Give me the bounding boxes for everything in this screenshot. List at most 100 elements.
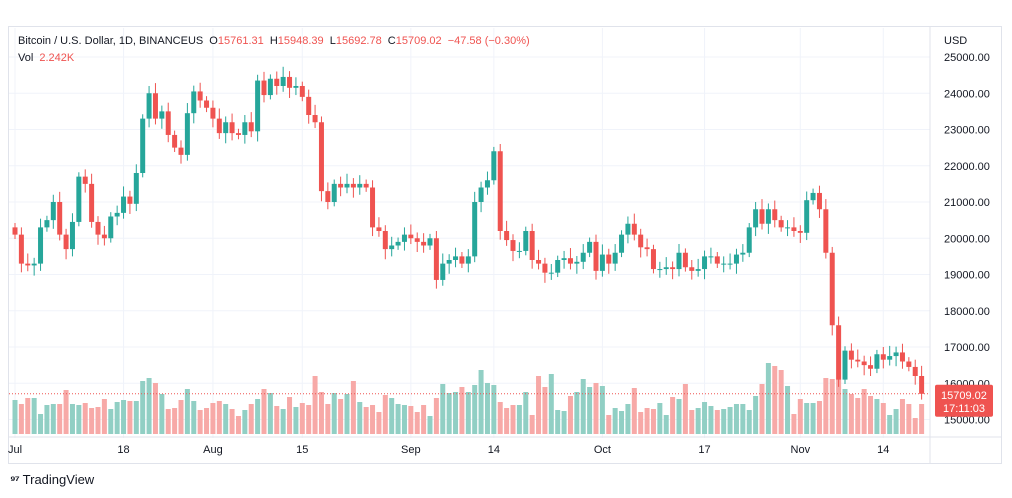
candle-body — [440, 263, 446, 280]
volume-bar — [38, 414, 44, 434]
volume-bar — [523, 392, 529, 434]
candle-body — [657, 269, 663, 271]
x-tick-label: Oct — [594, 444, 611, 456]
candle-body — [670, 267, 676, 270]
tradingview-logo-icon[interactable]: ⁹⁷ — [10, 472, 20, 487]
candle-body — [708, 256, 714, 258]
candle-body — [619, 234, 625, 253]
volume-bar — [63, 390, 69, 434]
volume-bar — [912, 418, 918, 434]
volume-bar — [204, 408, 210, 434]
y-tick-label: 15000.00 — [944, 415, 990, 427]
volume-bar — [433, 398, 439, 434]
candle-body — [516, 250, 522, 252]
candle-body — [919, 376, 925, 394]
volume-bar — [606, 415, 612, 434]
volume-bar — [146, 378, 152, 434]
candle-body — [906, 361, 912, 367]
candle-body — [778, 220, 784, 228]
volume-bar — [57, 404, 63, 434]
volume-bar — [318, 392, 324, 434]
candle-body — [108, 216, 114, 239]
volume-bar — [619, 411, 625, 434]
candle-body — [676, 252, 682, 270]
candle-body — [459, 256, 465, 264]
candle-body — [152, 93, 158, 119]
candle-body — [555, 260, 561, 273]
currency-label: USD — [944, 35, 967, 47]
volume-bar — [197, 410, 203, 434]
volume-bar — [261, 389, 267, 434]
x-tick-label: 14 — [877, 444, 889, 456]
candle-body — [797, 231, 803, 233]
volume-bar — [363, 407, 369, 434]
candle-body — [101, 234, 107, 239]
candle-body — [31, 263, 37, 266]
candle-body — [267, 78, 273, 96]
candle-body — [306, 96, 312, 115]
candle-body — [567, 258, 573, 264]
candle-body — [44, 220, 50, 228]
volume-bar — [650, 409, 656, 434]
volume-bar — [395, 404, 401, 434]
volume-bar — [338, 399, 344, 434]
volume-bar — [408, 406, 414, 434]
candle-body — [536, 260, 542, 264]
volume-bar — [95, 407, 101, 434]
candle-body — [593, 241, 599, 271]
y-tick-label: 23000.00 — [944, 125, 990, 137]
volume-bar — [759, 384, 765, 434]
candle-body — [414, 238, 420, 242]
candle-body — [216, 118, 222, 134]
volume-label: Vol — [18, 52, 34, 64]
candle-body — [733, 254, 739, 264]
volume-bar — [69, 404, 75, 434]
volume-bar — [382, 395, 388, 434]
high-value: 15948.39 — [277, 35, 324, 47]
brand-name[interactable]: TradingView — [22, 472, 95, 487]
close-label: C — [387, 35, 396, 47]
volume-bar — [676, 399, 682, 434]
candle-body — [408, 234, 414, 239]
y-tick-label: 18000.00 — [944, 306, 990, 318]
volume-bar — [140, 381, 146, 434]
candle-body — [638, 234, 644, 248]
candle-body — [612, 252, 618, 264]
candle-body — [204, 100, 210, 108]
candle-body — [829, 252, 835, 326]
volume-bar — [184, 389, 190, 434]
candle-countdown: 17:11:03 — [943, 403, 985, 415]
candle-body — [159, 111, 165, 119]
candle-body — [82, 176, 88, 184]
candle-body — [433, 238, 439, 280]
candle-body — [401, 234, 407, 242]
candle-body — [702, 256, 708, 270]
volume-bar — [216, 401, 222, 434]
volume-bar — [421, 405, 427, 434]
volume-bar — [312, 376, 318, 434]
volume-bar — [593, 383, 599, 434]
volume-bar — [306, 405, 312, 434]
high-label: H — [269, 35, 278, 47]
candle-body — [599, 254, 605, 271]
x-tick-label: Aug — [203, 444, 223, 456]
chart-frame[interactable] — [8, 26, 1002, 464]
volume-bar — [510, 405, 516, 434]
candle-body — [146, 93, 152, 119]
candle-body — [759, 209, 765, 224]
volume-bar — [721, 409, 727, 434]
candle-body — [727, 263, 733, 265]
candle-body — [242, 122, 248, 135]
volume-bar — [465, 392, 471, 434]
candle-body — [887, 356, 893, 360]
volume-bar — [727, 407, 733, 434]
volume-bar — [848, 394, 854, 434]
volume-bar — [708, 406, 714, 434]
candle-body — [472, 202, 478, 257]
volume-bar — [638, 412, 644, 434]
volume-bar — [108, 409, 114, 434]
volume-bar — [331, 393, 337, 434]
candle-body — [816, 192, 822, 210]
volume-bar — [670, 397, 676, 434]
